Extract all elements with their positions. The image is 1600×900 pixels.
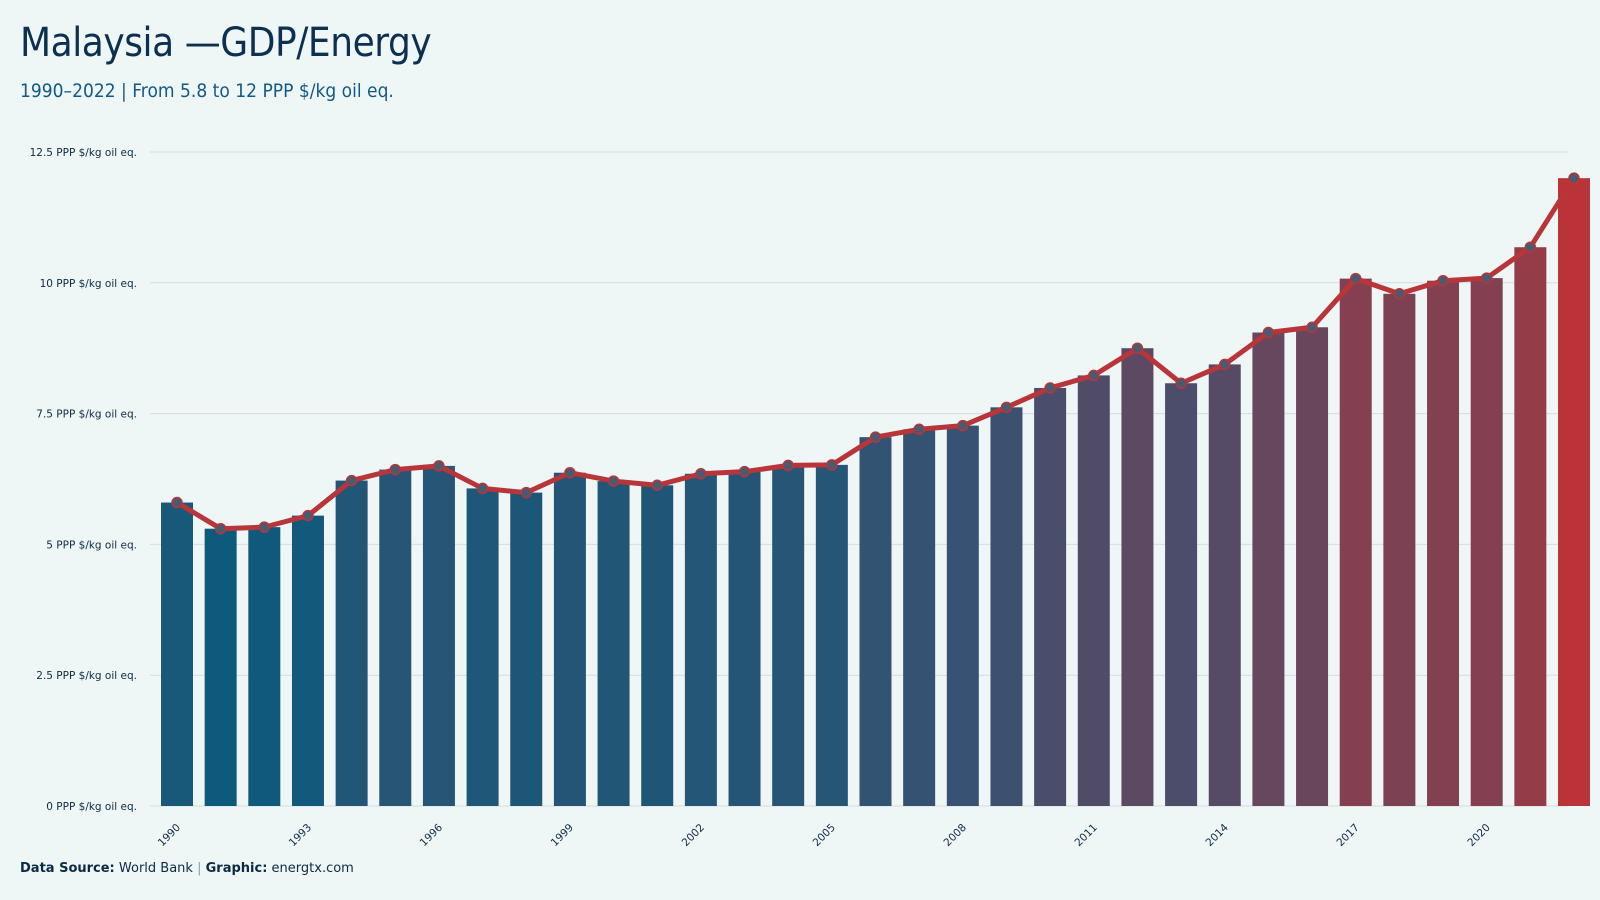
y-tick-label: 10 PPP $/kg oil eq. bbox=[40, 278, 137, 290]
bar bbox=[815, 464, 848, 806]
data-point bbox=[738, 465, 751, 478]
y-axis-ticks: 0 PPP $/kg oil eq. 2.5 PPP $/kg oil eq. 5 … bbox=[30, 147, 137, 813]
bar bbox=[1034, 387, 1067, 806]
bar bbox=[1165, 383, 1198, 806]
data-point bbox=[957, 419, 969, 432]
x-tick-label: 2011 bbox=[1073, 822, 1100, 849]
data-point bbox=[695, 468, 707, 480]
bar bbox=[510, 492, 543, 806]
data-point bbox=[1262, 326, 1275, 339]
x-tick-label: 2008 bbox=[942, 822, 969, 849]
bar bbox=[684, 473, 717, 806]
data-point bbox=[1044, 382, 1056, 394]
bar bbox=[466, 488, 499, 806]
bar bbox=[379, 469, 412, 806]
data-point bbox=[869, 431, 882, 443]
bar bbox=[859, 437, 892, 806]
data-point bbox=[214, 522, 227, 535]
data-point bbox=[1568, 172, 1580, 184]
bar bbox=[422, 465, 455, 806]
bar bbox=[1427, 280, 1460, 806]
x-tick-label: 2014 bbox=[1203, 821, 1231, 849]
data-point bbox=[1088, 369, 1100, 382]
data-point bbox=[782, 459, 794, 472]
y-tick-label: 2.5 PPP $/kg oil eq. bbox=[36, 670, 137, 682]
data-point bbox=[1480, 272, 1493, 284]
x-tick-label: 1993 bbox=[287, 822, 314, 849]
source-value: World Bank bbox=[118, 861, 193, 876]
data-point bbox=[607, 475, 620, 487]
bar bbox=[1077, 375, 1110, 806]
graphic-value: energtx.com bbox=[271, 861, 354, 876]
bar bbox=[990, 407, 1023, 806]
bar bbox=[1558, 178, 1590, 806]
bar bbox=[772, 465, 805, 806]
data-point bbox=[826, 459, 838, 471]
y-tick-label: 0 PPP $/kg oil eq. bbox=[46, 801, 137, 813]
x-axis-ticks: 1990 1993 1996 1999 2002 2005 2008 2011 2014 2017… bbox=[156, 821, 1493, 849]
data-point bbox=[1393, 288, 1406, 300]
data-point bbox=[345, 474, 358, 487]
data-point bbox=[1219, 358, 1231, 371]
y-tick-label: 5 PPP $/kg oil eq. bbox=[46, 539, 137, 551]
data-point bbox=[1000, 401, 1013, 414]
data-point bbox=[1349, 272, 1362, 285]
bar bbox=[1470, 278, 1503, 806]
bar bbox=[641, 485, 674, 806]
gridlines bbox=[150, 151, 1568, 807]
bar bbox=[728, 471, 761, 806]
bar bbox=[946, 425, 979, 806]
bar bbox=[553, 472, 586, 806]
data-point bbox=[913, 423, 925, 436]
data-point bbox=[651, 479, 663, 492]
y-tick-label: 7.5 PPP $/kg oil eq. bbox=[36, 409, 137, 421]
x-tick-label: 2005 bbox=[811, 822, 838, 849]
bar bbox=[1383, 293, 1416, 806]
data-point bbox=[1524, 241, 1537, 253]
bar bbox=[248, 527, 281, 806]
bar bbox=[1339, 278, 1372, 807]
x-tick-label: 2017 bbox=[1334, 822, 1361, 849]
x-tick-label: 2002 bbox=[680, 822, 707, 849]
bar bbox=[204, 528, 237, 806]
data-point bbox=[389, 463, 402, 476]
x-tick-label: 1996 bbox=[418, 821, 446, 849]
bars bbox=[161, 178, 1590, 807]
bar bbox=[1121, 348, 1154, 806]
chart-title: Malaysia —GDP/Energy bbox=[20, 20, 432, 66]
data-point bbox=[433, 460, 445, 472]
line-markers bbox=[171, 172, 1580, 535]
bar bbox=[1252, 332, 1285, 806]
bar bbox=[597, 481, 630, 806]
data-point bbox=[1131, 342, 1144, 354]
bar bbox=[1208, 364, 1241, 806]
data-point bbox=[1306, 321, 1318, 334]
data-point bbox=[520, 486, 532, 499]
y-tick-label: 12.5 PPP $/kg oil eq. bbox=[30, 147, 137, 159]
data-point bbox=[171, 496, 183, 509]
data-point bbox=[1175, 377, 1187, 390]
x-tick-label: 1990 bbox=[156, 822, 183, 849]
source-label: Data Source: bbox=[20, 861, 115, 876]
bar bbox=[1296, 327, 1329, 806]
footer-separator: | bbox=[197, 861, 202, 876]
x-tick-label: 1999 bbox=[549, 822, 576, 849]
data-point bbox=[476, 482, 489, 495]
bar bbox=[335, 480, 368, 806]
bar bbox=[1514, 247, 1547, 806]
bar bbox=[903, 429, 936, 806]
x-tick-label: 2020 bbox=[1465, 822, 1492, 849]
bar bbox=[291, 515, 324, 806]
chart-subtitle: 1990–2022 | From 5.8 to 12 PPP $/kg oil … bbox=[20, 80, 394, 102]
graphic-label: Graphic: bbox=[205, 861, 268, 876]
data-point bbox=[302, 509, 314, 522]
bar bbox=[161, 502, 193, 806]
data-point bbox=[564, 466, 576, 479]
data-point bbox=[258, 521, 271, 533]
chart-footer: Data Source: World Bank | Graphic: energ… bbox=[20, 861, 354, 876]
data-point bbox=[1437, 274, 1449, 287]
